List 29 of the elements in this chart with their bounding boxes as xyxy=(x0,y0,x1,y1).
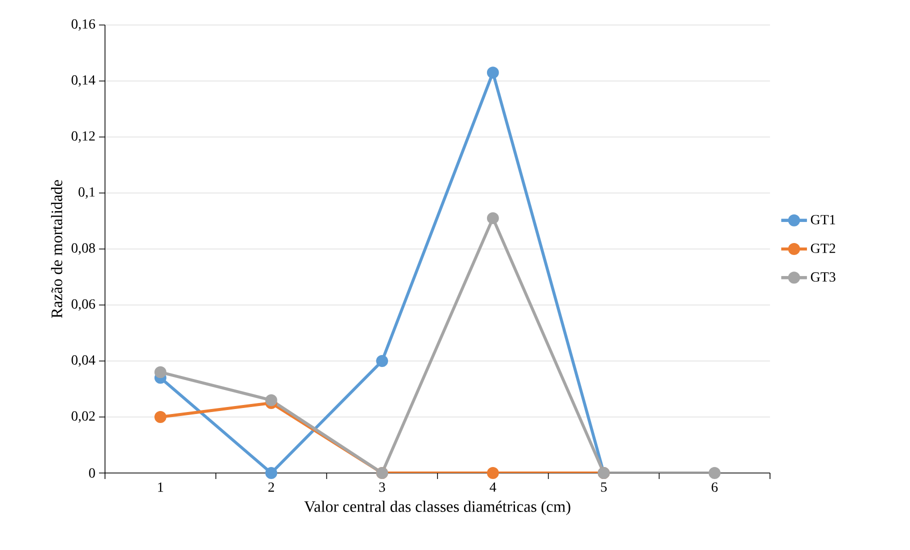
y-tick-label: 0,1 xyxy=(78,187,95,199)
y-tick-label: 0,06 xyxy=(72,299,96,311)
y-tick-label: 0,04 xyxy=(72,355,96,367)
point xyxy=(265,467,278,479)
legend-label: GT3 xyxy=(810,272,836,282)
y-axis-title: Razão de mortalidade xyxy=(51,180,62,318)
y-tick-label: 0,02 xyxy=(72,411,95,423)
x-tick-label: 6 xyxy=(712,482,718,492)
point xyxy=(154,366,166,378)
point xyxy=(154,411,166,423)
point xyxy=(486,467,499,479)
y-tick-label: 0,08 xyxy=(72,243,95,255)
point xyxy=(708,467,721,479)
x-tick-label: 1 xyxy=(158,482,164,492)
y-tick-label: 0,16 xyxy=(72,19,96,31)
x-tick-label: 4 xyxy=(490,482,496,492)
point xyxy=(486,212,499,224)
x-tick-label: 2 xyxy=(268,482,274,492)
y-tick-label: 0,14 xyxy=(72,75,96,87)
legend-label: GT2 xyxy=(810,244,836,254)
x-tick-label: 5 xyxy=(601,482,607,492)
y-tick-label: 0,12 xyxy=(72,131,95,143)
point xyxy=(376,355,388,367)
x-axis-title: Valor central das classes diamétricas (cm) xyxy=(304,500,570,516)
legend-label: GT1 xyxy=(810,214,836,224)
point xyxy=(486,66,499,79)
y-tick-label: 0 xyxy=(89,468,95,478)
x-tick-label: 3 xyxy=(379,482,386,492)
point xyxy=(265,394,278,406)
